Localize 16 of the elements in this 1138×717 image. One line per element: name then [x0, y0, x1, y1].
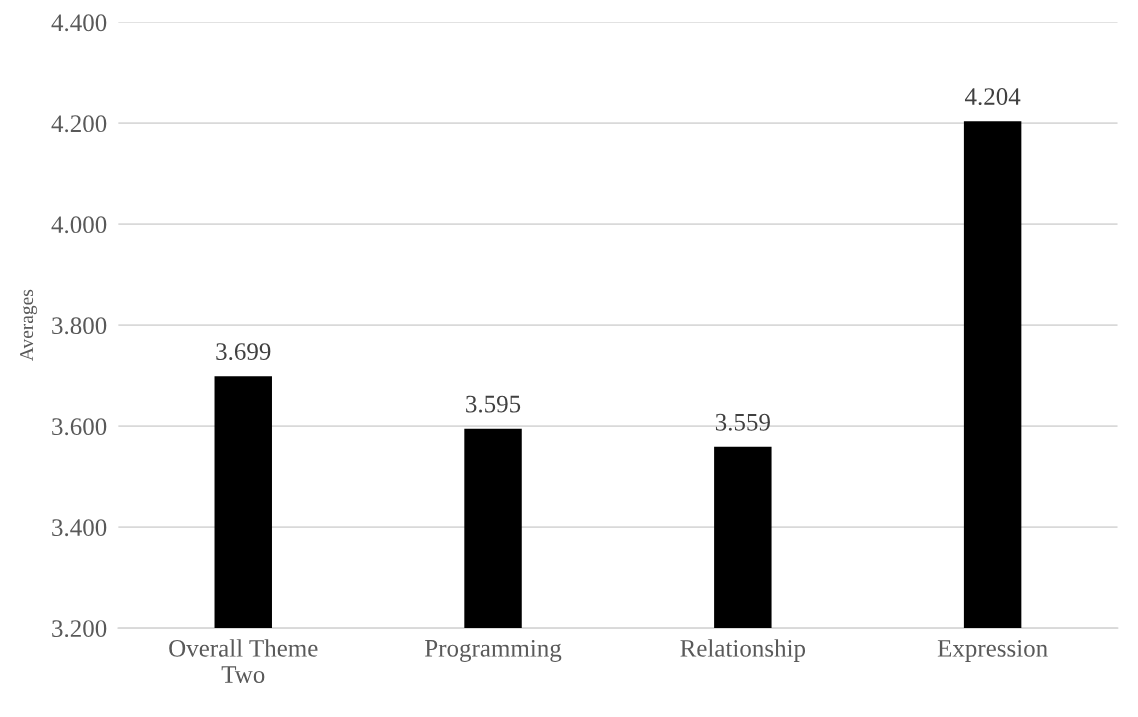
- y-tick-label: 3.800: [52, 317, 107, 335]
- data-label: 3.559: [715, 413, 770, 431]
- y-tick-label: 3.200: [52, 620, 107, 638]
- x-tick-label: Overall Theme Two: [169, 639, 318, 683]
- x-tick-label: Programming: [425, 639, 562, 662]
- data-label: 4.204: [964, 88, 1021, 106]
- data-label: 3.595: [466, 395, 521, 413]
- y-axis-title: Averages: [20, 289, 38, 361]
- y-tick-label: 3.600: [52, 418, 107, 436]
- x-tick-label: Expression: [937, 640, 1048, 662]
- y-tick-label: 4.200: [51, 115, 107, 133]
- y-tick-label: 3.400: [52, 519, 107, 537]
- y-tick-label: 4.400: [51, 14, 107, 32]
- x-tick-label: Relationship: [680, 639, 806, 662]
- y-tick-label: 4.000: [51, 216, 107, 234]
- data-label: 3.699: [216, 343, 271, 361]
